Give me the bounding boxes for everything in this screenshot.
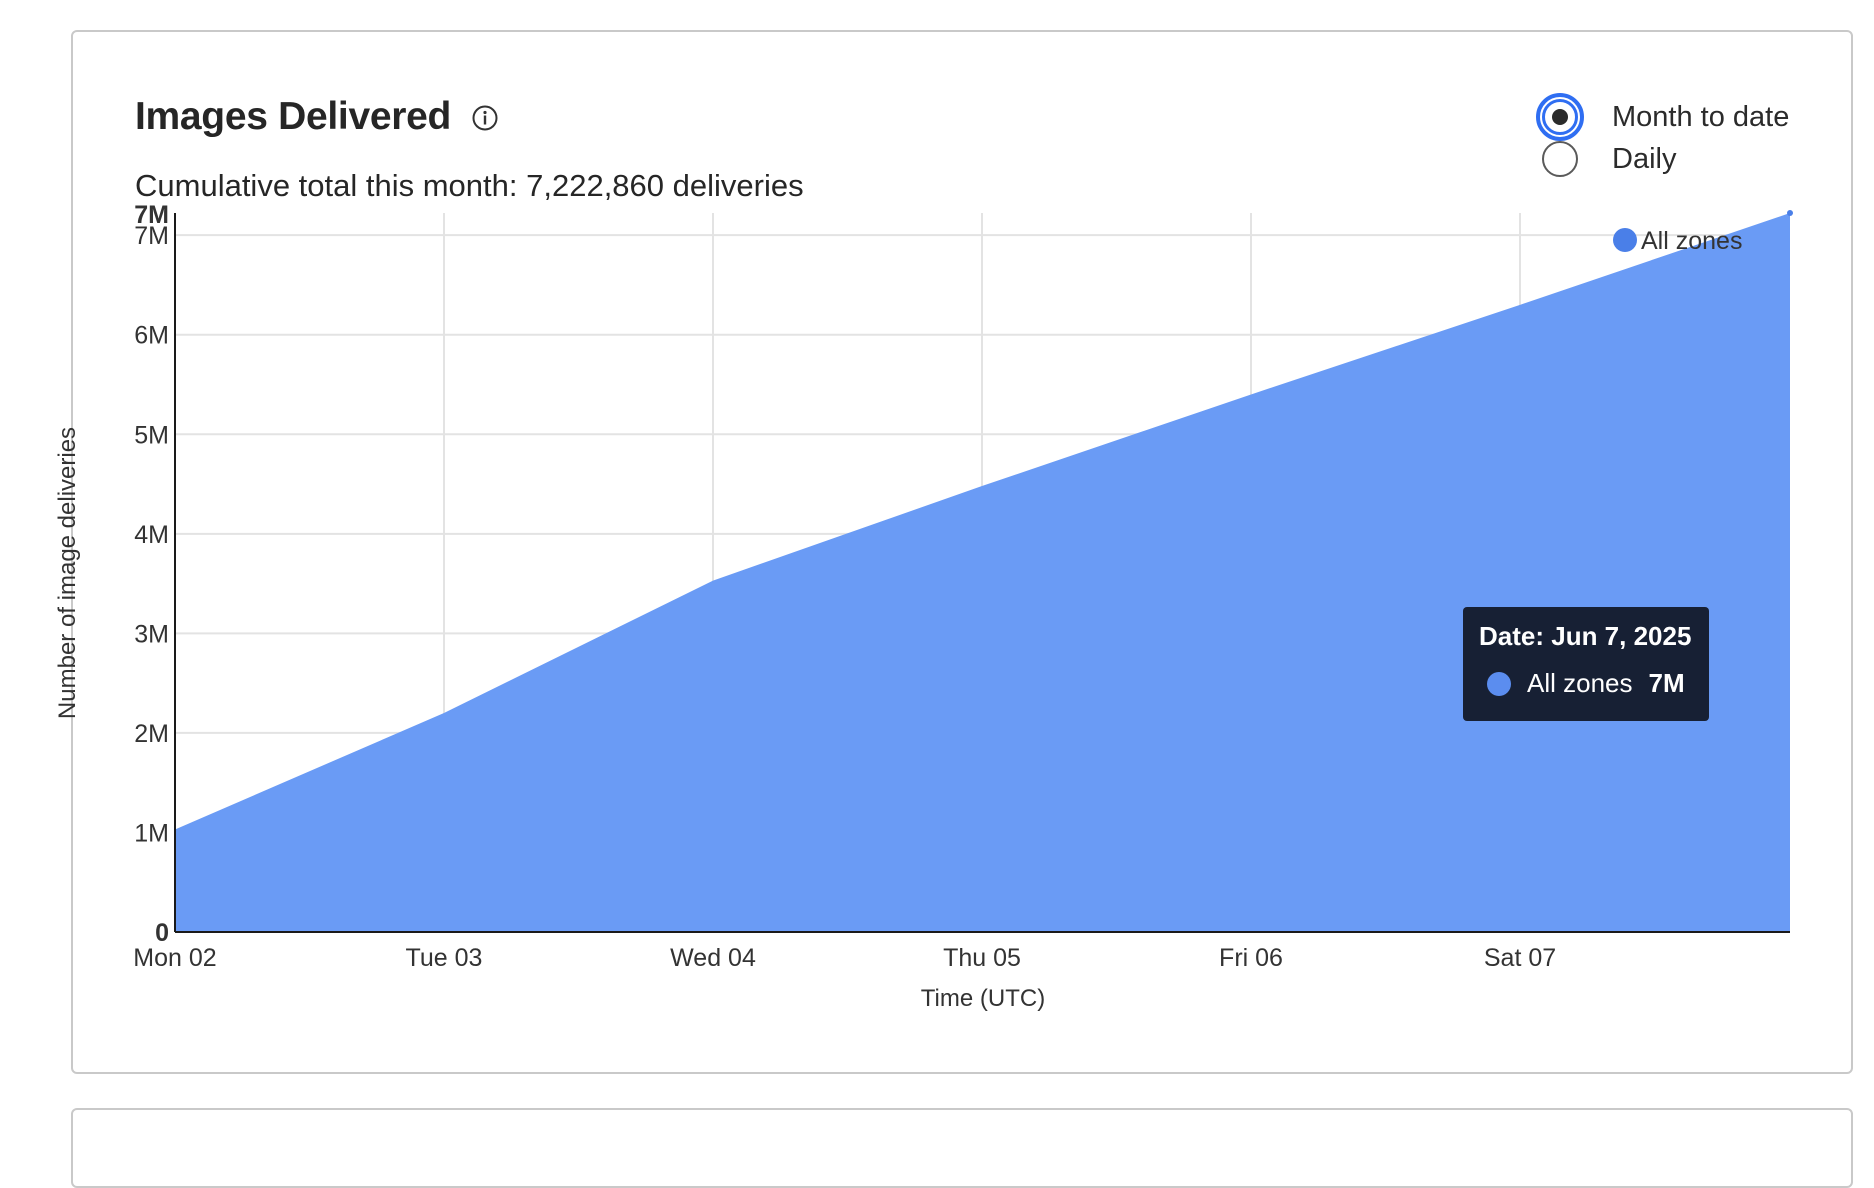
cumulative-total-text: Cumulative total this month: 7,222,860 d… — [135, 168, 804, 203]
x-axis-title: Time (UTC) — [921, 985, 1045, 1012]
y-tick-label: 3M — [134, 620, 169, 648]
x-tick-label: Mon 02 — [133, 944, 216, 972]
tooltip-row: All zones 7M — [1479, 668, 1693, 699]
end-point — [1787, 210, 1793, 216]
y-tick-label: 7M — [134, 222, 169, 250]
area-series — [175, 210, 1793, 932]
x-tick-label: Thu 05 — [943, 944, 1021, 972]
series-color-icon — [1487, 671, 1511, 696]
x-tick-label: Sat 07 — [1484, 944, 1556, 972]
axes — [174, 213, 1790, 933]
y-axis-title: Number of image deliveries — [54, 427, 81, 719]
next-card — [71, 1108, 1853, 1188]
radio-label-month-to-date: Month to date — [1612, 100, 1790, 133]
radio-unselected-icon[interactable] — [1542, 141, 1578, 177]
tooltip-value: 7M — [1648, 668, 1685, 698]
card-header: Images Delivered — [135, 95, 499, 139]
view-toggle-radio-group: Month to date Daily — [1536, 93, 1842, 180]
y-max-label: 7M — [134, 201, 169, 229]
x-tick-label: Fri 06 — [1219, 944, 1283, 972]
radio-selected-icon[interactable] — [1536, 93, 1584, 141]
y-tick-label: 4M — [134, 521, 169, 549]
x-tick-label: Wed 04 — [670, 944, 756, 972]
radio-label-daily: Daily — [1612, 142, 1677, 175]
y-tick-label: 2M — [134, 720, 169, 748]
tooltip-date: Date: Jun 7, 2025 — [1479, 621, 1692, 651]
legend-swatch-icon — [1613, 228, 1637, 252]
legend: All zones — [1613, 227, 1742, 255]
tooltip-series-name: All zones — [1527, 668, 1633, 698]
y-tick-label: 0 — [155, 919, 169, 947]
chart-tooltip: Date: Jun 7, 2025 All zones 7M — [1463, 607, 1709, 721]
info-icon[interactable] — [471, 104, 499, 132]
area-fill — [175, 213, 1790, 932]
radio-month-to-date[interactable]: Month to date — [1536, 93, 1842, 141]
y-tick-label: 6M — [134, 322, 169, 350]
card-title: Images Delivered — [135, 95, 452, 138]
x-tick-label: Tue 03 — [406, 944, 483, 972]
y-tick-label: 1M — [134, 819, 169, 847]
y-tick-label: 5M — [134, 421, 169, 449]
legend-label: All zones — [1641, 227, 1742, 255]
radio-daily[interactable]: Daily — [1542, 138, 1842, 180]
